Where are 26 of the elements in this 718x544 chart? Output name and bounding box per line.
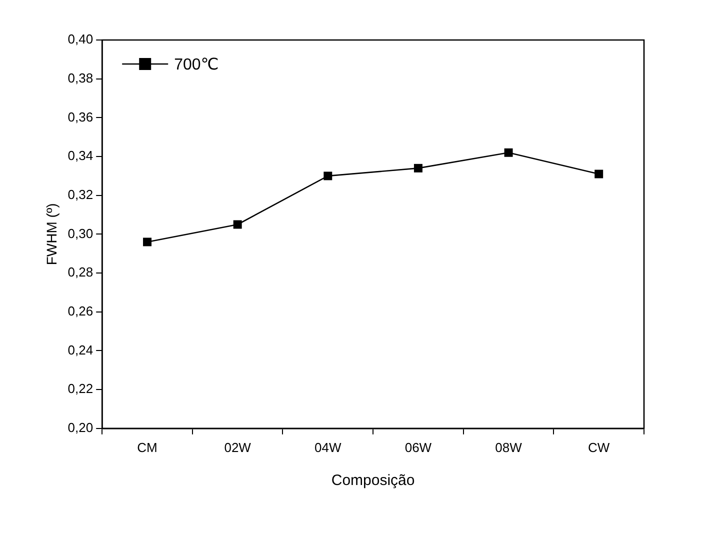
point [324,172,332,180]
point [414,164,422,172]
y-tick-label: 0,32 [68,186,94,202]
x-axis-title: Composição [331,472,415,490]
y-tick-label: 0,22 [68,381,94,396]
y-tick-label: 0,24 [68,342,94,358]
x-tick-label: CM [137,440,158,455]
y-tick-label: 0,36 [68,109,94,124]
x-tick-label: 02W [224,440,252,455]
y-axis-title: FWHM (º) [43,203,60,266]
x-tick-label: 06W [404,440,432,455]
x-tick-label: CW [588,440,610,455]
y-tick-label: 0,40 [68,32,94,47]
x-tick-label: 04W [314,440,342,455]
y-tick-label: 0,30 [68,226,94,241]
y-tick-label: 0,38 [68,70,94,86]
point [594,170,604,178]
y-tick-label: 0,20 [68,420,94,435]
y-tick-label: 0,28 [68,264,94,280]
point [504,148,513,157]
legend-label: 700℃ [174,56,219,74]
point [233,220,242,229]
y-tick-label: 0,26 [68,303,94,318]
x-tick-label: 08W [495,440,523,455]
point [143,238,152,246]
y-tick-label: 0,34 [68,148,94,164]
